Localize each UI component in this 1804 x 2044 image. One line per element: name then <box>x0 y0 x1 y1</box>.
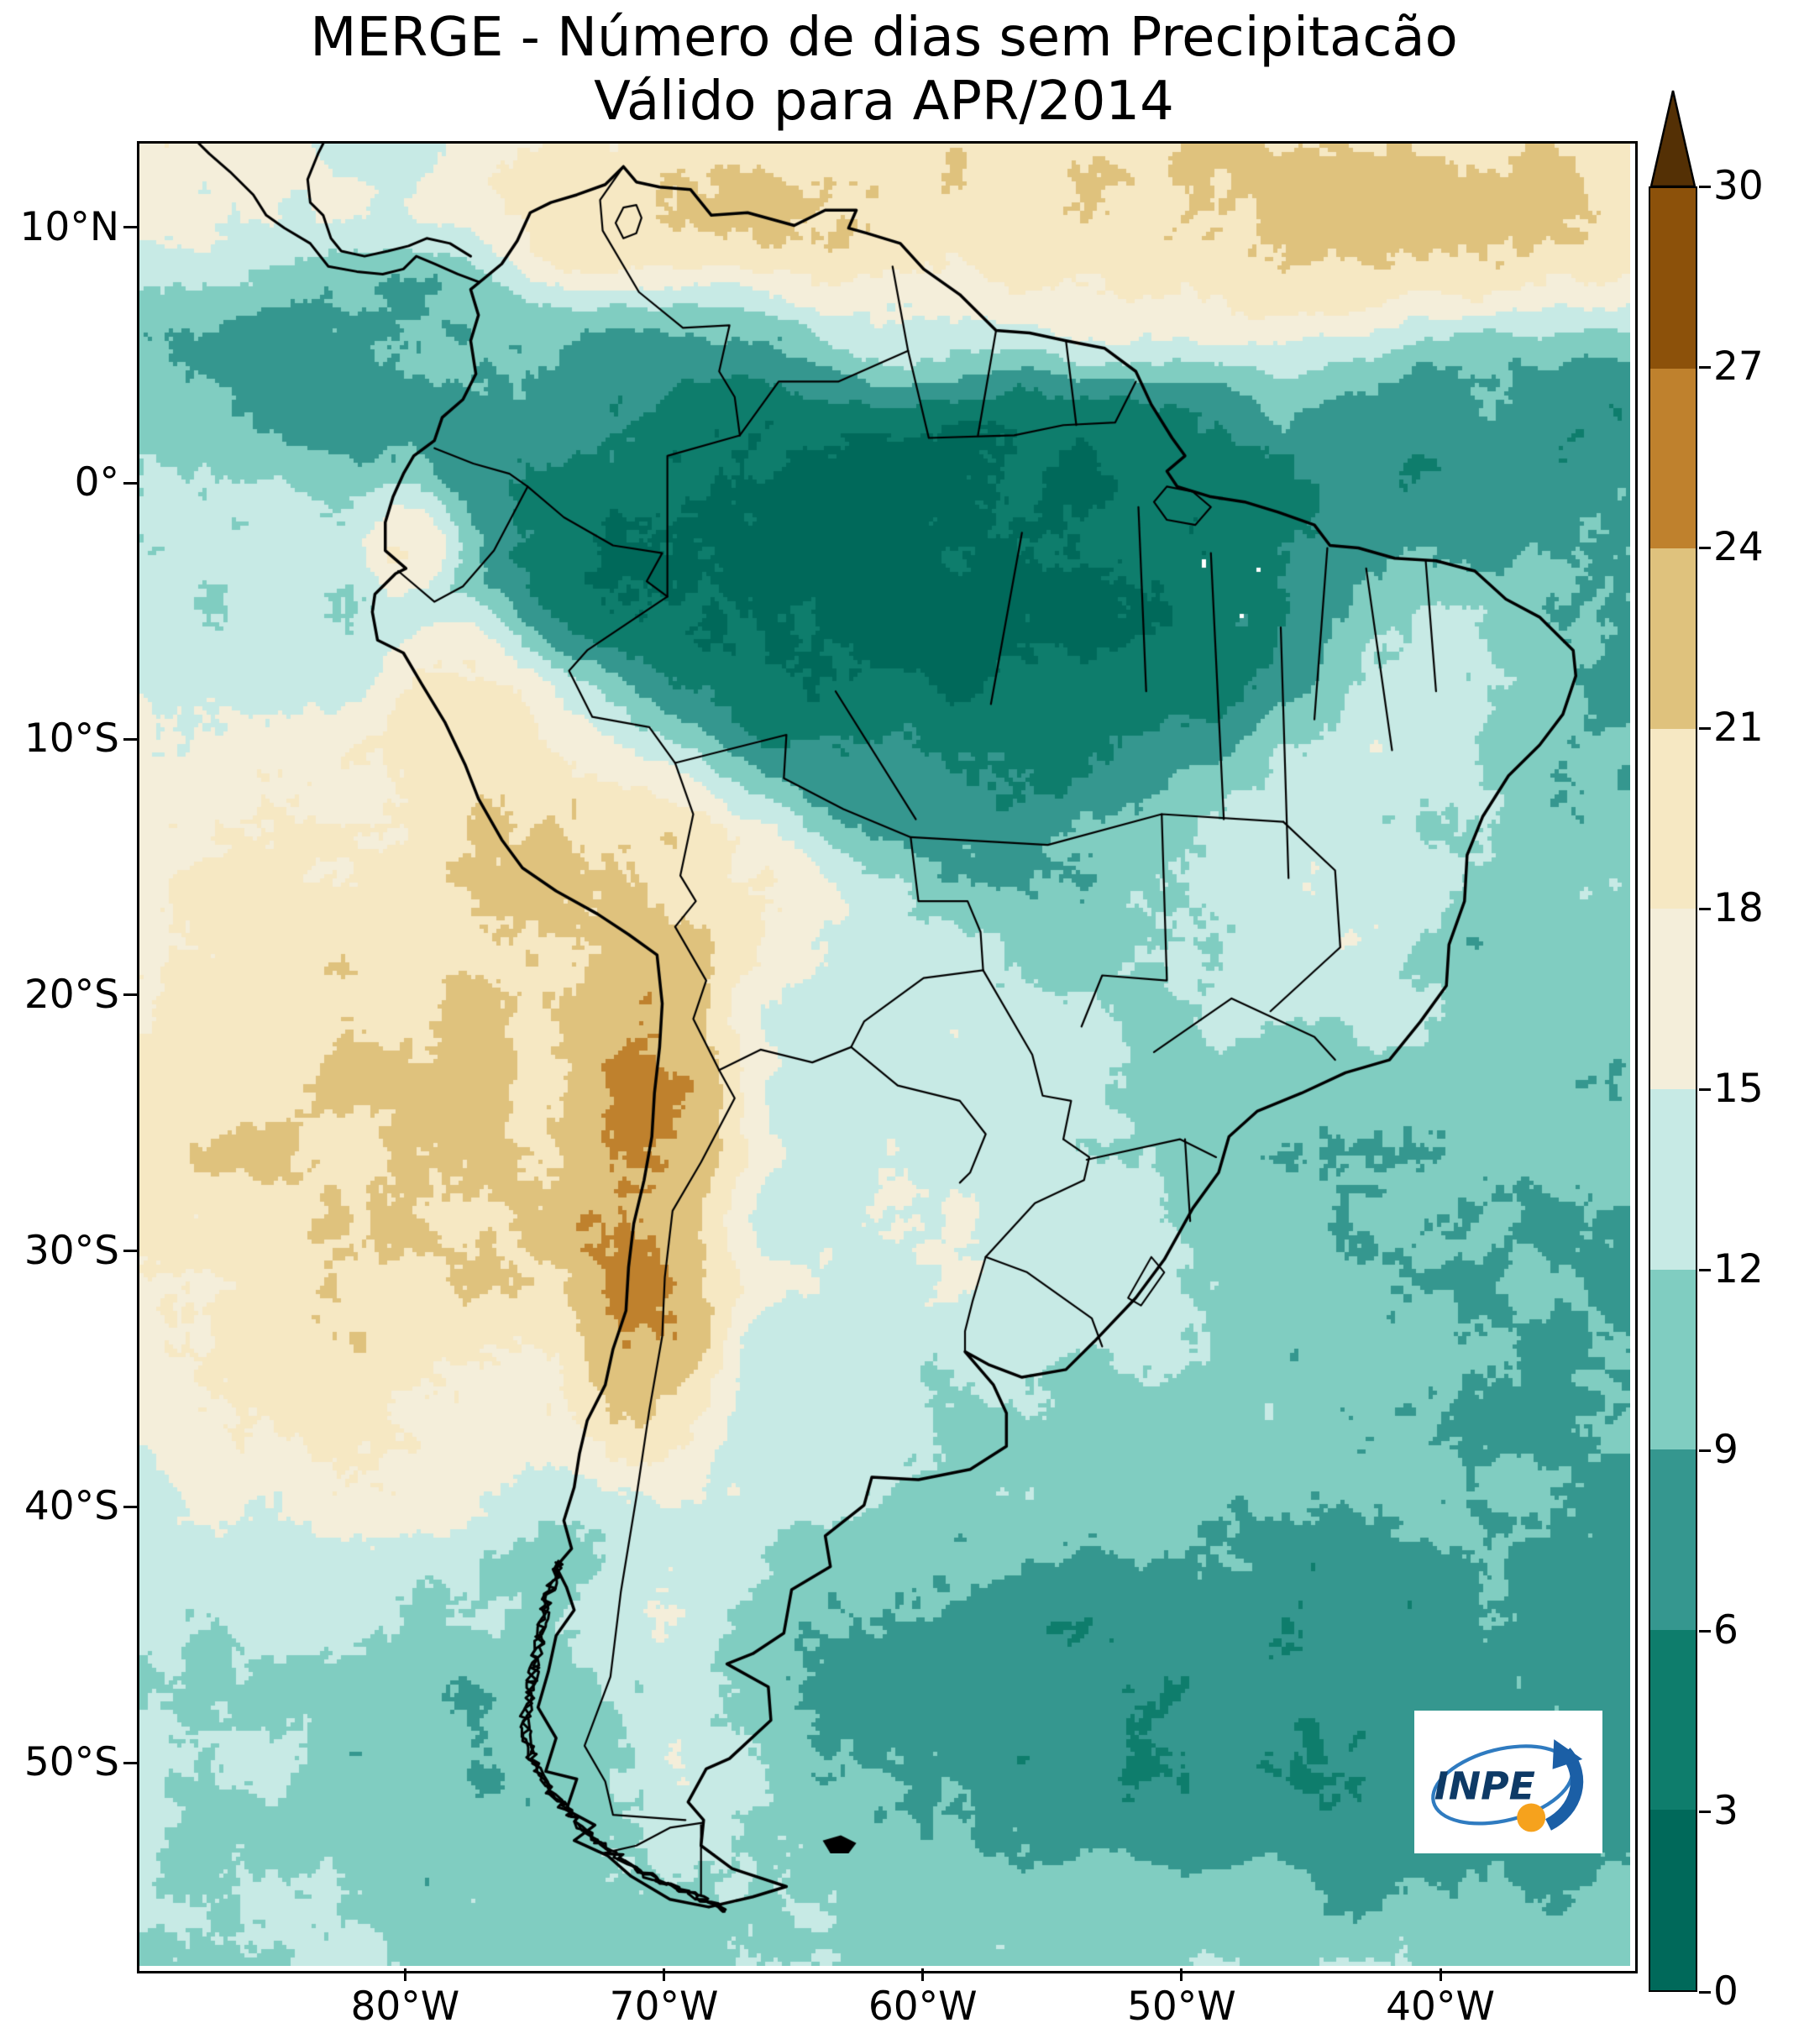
colorbar-tick-label: 24 <box>1713 524 1764 570</box>
colorbar-segment <box>1650 1088 1696 1270</box>
inpe-logo-text: INPE <box>1434 1763 1535 1808</box>
colorbar-segment <box>1650 909 1696 1089</box>
colorbar-tick-label: 3 <box>1713 1788 1738 1834</box>
x-tick-label: 60°W <box>868 1984 978 2030</box>
colorbar-tick-label: 9 <box>1713 1427 1738 1473</box>
colorbar-tick-mark <box>1699 1268 1711 1271</box>
y-tick-label: 20°S <box>24 971 119 1018</box>
colorbar-tick-label: 12 <box>1713 1246 1764 1292</box>
x-tick-label: 80°W <box>350 1984 460 2030</box>
colorbar-segment <box>1650 1810 1696 1990</box>
colorbar-tick-mark <box>1699 1629 1711 1633</box>
figure-title-line2: Válido para APR/2014 <box>594 71 1174 133</box>
x-tick-mark <box>921 1968 925 1981</box>
y-tick-label: 50°S <box>24 1739 119 1786</box>
y-tick-mark <box>123 481 137 485</box>
x-tick-mark <box>1439 1968 1442 1981</box>
colorbar-segment <box>1650 548 1696 729</box>
colorbar-tick-label: 0 <box>1713 1968 1738 2015</box>
inpe-logo-graphic: INPE <box>1431 1739 1584 1832</box>
colorbar-tick-mark <box>1699 1449 1711 1452</box>
colorbar-tick-mark <box>1699 726 1711 730</box>
x-tick-label: 40°W <box>1386 1984 1495 2030</box>
colorbar-tick-mark <box>1699 1088 1711 1091</box>
inpe-logo: INPE <box>1414 1711 1602 1853</box>
y-tick-label: 30°S <box>24 1227 119 1274</box>
inpe-orange-dot <box>1517 1803 1546 1832</box>
colorbar-segment <box>1650 188 1696 369</box>
colorbar-tick-mark <box>1699 365 1711 369</box>
colorbar <box>1649 186 1697 1992</box>
precipitation-map-canvas <box>139 144 1630 1966</box>
colorbar-tick-mark <box>1699 1810 1711 1813</box>
colorbar-segment <box>1650 1449 1696 1630</box>
y-tick-mark <box>123 1250 137 1253</box>
y-tick-mark <box>123 1761 137 1764</box>
x-tick-label: 50°W <box>1126 1984 1236 2030</box>
y-tick-label: 10°S <box>24 715 119 763</box>
colorbar-tick-label: 30 <box>1713 163 1764 209</box>
y-tick-label: 40°S <box>24 1483 119 1530</box>
colorbar-segment <box>1650 1269 1696 1450</box>
colorbar-tick-label: 6 <box>1713 1607 1738 1654</box>
inpe-arrowhead <box>1552 1739 1583 1769</box>
colorbar-segment <box>1650 368 1696 549</box>
colorbar-tick-mark <box>1699 185 1711 188</box>
colorbar-tick-mark <box>1699 546 1711 549</box>
x-tick-mark <box>403 1968 406 1981</box>
x-tick-mark <box>1180 1968 1183 1981</box>
y-tick-mark <box>123 993 137 997</box>
y-tick-label: 10°N <box>19 203 119 250</box>
x-tick-mark <box>663 1968 666 1981</box>
x-tick-label: 70°W <box>609 1984 719 2030</box>
colorbar-tick-label: 18 <box>1713 885 1764 931</box>
colorbar-segment <box>1650 728 1696 909</box>
colorbar-tick-mark <box>1699 907 1711 910</box>
colorbar-over-arrow <box>1649 90 1696 188</box>
colorbar-segment <box>1650 1629 1696 1811</box>
y-tick-mark <box>123 226 137 229</box>
colorbar-tick-mark <box>1699 1990 1711 1994</box>
figure-title-line1: MERGE - Número de dias sem Precipitacão <box>310 7 1458 69</box>
y-tick-mark <box>123 1505 137 1508</box>
y-tick-mark <box>123 737 137 741</box>
colorbar-tick-label: 15 <box>1713 1066 1764 1112</box>
colorbar-tick-label: 27 <box>1713 343 1764 390</box>
y-tick-label: 0° <box>74 459 119 506</box>
colorbar-tick-label: 21 <box>1713 705 1764 751</box>
map-plot-area: INPE <box>137 141 1638 1973</box>
